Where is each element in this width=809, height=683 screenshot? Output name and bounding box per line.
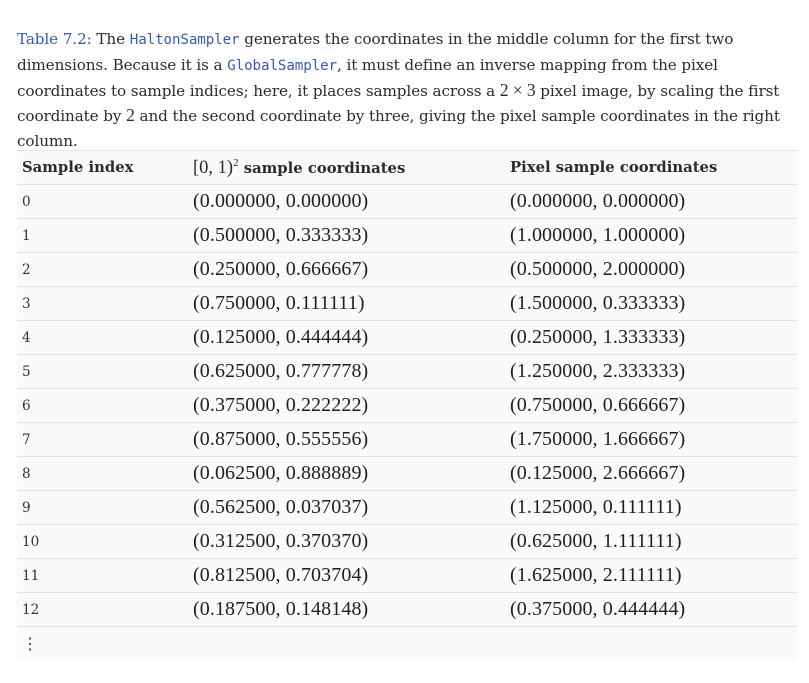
- pixel-coordinates-cell: (1.750000, 1.666667): [510, 422, 797, 457]
- pixel-coordinates-cell: (0.500000, 2.000000): [510, 252, 797, 287]
- pixel-coordinates-cell: (1.125000, 0.111111): [510, 490, 797, 525]
- table-row: 0 (0.000000, 0.000000) (0.000000, 0.000000…: [17, 184, 797, 219]
- table-header-row: Sample index [0, 1)2 sample coordinates …: [17, 150, 797, 185]
- pixel-coordinates-cell: (1.250000, 2.333333): [510, 354, 797, 389]
- unit-coordinates-cell: (0.375000, 0.222222): [193, 388, 510, 423]
- table-row: 7 (0.875000, 0.555556) (1.750000, 1.666667…: [17, 422, 797, 457]
- caption-text: , it must define an inverse mapping from…: [17, 55, 718, 100]
- halton-sample-table: Sample index [0, 1)2 sample coordinates …: [17, 150, 797, 660]
- caption-text: and the second coordinate by three, givi…: [17, 107, 780, 150]
- unit-coordinates-cell: (0.250000, 0.666667): [193, 252, 510, 287]
- unit-coordinates-cell: (0.187500, 0.148148): [193, 592, 510, 627]
- caption-math-scale: 2: [126, 105, 135, 126]
- unit-coordinates-cell: (0.312500, 0.370370): [193, 524, 510, 559]
- caption-text: generates the coordinates in the middle …: [17, 30, 734, 74]
- table-row: 4 (0.125000, 0.444444) (0.250000, 1.333333…: [17, 320, 797, 355]
- header-sample-index: Sample index: [17, 150, 193, 185]
- sample-index-cell: 2: [17, 252, 193, 287]
- pixel-coordinates-cell: (0.250000, 1.333333): [510, 320, 797, 355]
- pixel-coordinates-cell: (1.625000, 2.111111): [510, 558, 797, 593]
- header-unit-math: [0, 1): [193, 157, 234, 178]
- pixel-coordinates-cell: (1.000000, 1.000000): [510, 218, 797, 253]
- pixel-coordinates-cell: (0.750000, 0.666667): [510, 388, 797, 423]
- caption-math-dimensions: 2 × 3: [499, 80, 536, 100]
- table-row: 11 (0.812500, 0.703704) (1.625000, 2.11111…: [17, 558, 797, 593]
- header-unit-coordinates: [0, 1)2 sample coordinates: [193, 150, 510, 185]
- unit-coordinates-cell: (0.812500, 0.703704): [193, 558, 510, 593]
- table-row: 10 (0.312500, 0.370370) (0.625000, 1.11111…: [17, 524, 797, 559]
- header-unit-exponent: 2: [233, 156, 239, 169]
- unit-coordinates-cell: (0.125000, 0.444444): [193, 320, 510, 355]
- sample-index-cell: 5: [17, 354, 193, 389]
- vertical-ellipsis: ⋮: [22, 634, 38, 653]
- table-row: 9 (0.562500, 0.037037) (1.125000, 0.111111…: [17, 490, 797, 525]
- caption-code-global-sampler: GlobalSampler: [227, 57, 337, 74]
- unit-coordinates-cell: (0.625000, 0.777778): [193, 354, 510, 389]
- table-row: 8 (0.062500, 0.888889) (0.125000, 2.666667…: [17, 456, 797, 491]
- pixel-coordinates-cell: (0.375000, 0.444444): [510, 592, 797, 627]
- sample-index-cell: 3: [17, 286, 193, 321]
- unit-coordinates-cell: (0.000000, 0.000000): [193, 184, 510, 219]
- empty-cell: [510, 627, 797, 661]
- sample-index-cell: 6: [17, 388, 193, 423]
- unit-coordinates-cell: (0.500000, 0.333333): [193, 218, 510, 253]
- caption-code-halton-sampler: HaltonSampler: [129, 32, 240, 49]
- unit-coordinates-cell: (0.062500, 0.888889): [193, 456, 510, 491]
- caption-label[interactable]: Table 7.2:: [17, 30, 92, 49]
- sample-index-cell: 0: [17, 184, 193, 219]
- table-row: 2 (0.250000, 0.666667) (0.500000, 2.000000…: [17, 252, 797, 287]
- unit-coordinates-cell: (0.562500, 0.037037): [193, 490, 510, 525]
- sample-index-cell: 4: [17, 320, 193, 355]
- table-row: 1 (0.500000, 0.333333) (1.000000, 1.000000…: [17, 218, 797, 253]
- sample-index-cell: 8: [17, 456, 193, 491]
- sample-index-cell: 7: [17, 422, 193, 457]
- sample-index-cell: 12: [17, 592, 193, 627]
- header-pixel-coordinates: Pixel sample coordinates: [510, 150, 797, 185]
- table-body: 0 (0.000000, 0.000000) (0.000000, 0.000000…: [17, 184, 797, 661]
- empty-cell: [193, 627, 510, 661]
- table-row-ellipsis: ⋮: [17, 627, 797, 661]
- pixel-coordinates-cell: (0.625000, 1.111111): [510, 524, 797, 559]
- table-row: 6 (0.375000, 0.222222) (0.750000, 0.666667…: [17, 388, 797, 423]
- unit-coordinates-cell: (0.750000, 0.111111): [193, 286, 510, 321]
- table-row: 3 (0.750000, 0.111111) (1.500000, 0.333333…: [17, 286, 797, 321]
- pixel-coordinates-cell: (1.500000, 0.333333): [510, 286, 797, 321]
- table-row: 5 (0.625000, 0.777778) (1.250000, 2.333333…: [17, 354, 797, 389]
- table-row: 12 (0.187500, 0.148148) (0.375000, 0.44444…: [17, 592, 797, 627]
- sample-index-cell: 9: [17, 490, 193, 525]
- caption-text: pixel image, by scaling the first coordi…: [17, 82, 780, 126]
- unit-coordinates-cell: (0.875000, 0.555556): [193, 422, 510, 457]
- header-unit-text: sample coordinates: [243, 159, 406, 177]
- sample-index-cell: 1: [17, 218, 193, 253]
- sample-index-cell: 11: [17, 558, 193, 593]
- sample-index-cell: 10: [17, 524, 193, 559]
- pixel-coordinates-cell: (0.125000, 2.666667): [510, 456, 797, 491]
- caption-text: The: [96, 30, 126, 49]
- pixel-coordinates-cell: (0.000000, 0.000000): [510, 184, 797, 219]
- table-caption: Table 7.2: The HaltonSampler generates t…: [17, 27, 793, 153]
